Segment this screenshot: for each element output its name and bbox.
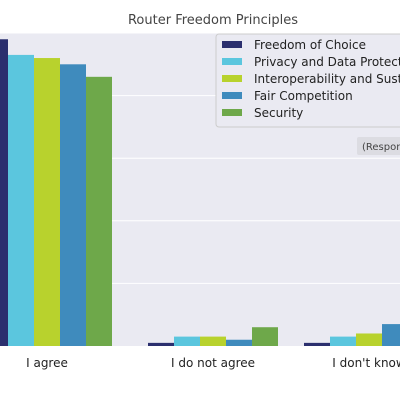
legend-swatch-4 <box>222 92 242 99</box>
response-note-text: (Respon <box>362 142 400 153</box>
bar-s2-c2 <box>174 336 200 346</box>
x-tick-label-2: I do not agree <box>171 356 255 370</box>
legend: Freedom of Choice Privacy and Data Protec… <box>215 33 400 128</box>
legend-label-5: Security <box>254 106 303 120</box>
bar-s5-c1 <box>86 76 112 346</box>
bar-s1-c1 <box>0 39 8 346</box>
bar-s1-c3 <box>304 342 330 346</box>
bar-s4-c1 <box>60 64 86 347</box>
bar-s3-c1 <box>34 58 60 346</box>
legend-swatch-1 <box>222 41 242 48</box>
x-tick-label-3: I don't know <box>332 356 400 370</box>
chart-title: Router Freedom Principles <box>128 13 298 28</box>
response-note-box <box>357 137 400 155</box>
bar-s2-c1 <box>8 54 34 346</box>
legend-swatch-3 <box>222 75 242 82</box>
bar-s4-c3 <box>382 324 400 346</box>
bar-s5-c2 <box>252 327 278 346</box>
legend-box <box>215 33 400 128</box>
response-note: (Respon <box>357 137 400 155</box>
bar-s3-c3 <box>356 333 382 346</box>
bars <box>0 39 400 347</box>
bar-s1-c2 <box>148 342 174 346</box>
legend-label-1: Freedom of Choice <box>254 38 366 52</box>
x-tick-label-1: I agree <box>26 356 68 370</box>
legend-label-4: Fair Competition <box>254 89 353 103</box>
legend-label-3: Interoperability and Sustainability <box>254 72 400 86</box>
bar-s2-c3 <box>330 336 356 346</box>
legend-swatch-2 <box>222 58 242 65</box>
bar-s3-c2 <box>200 336 226 346</box>
legend-label-2: Privacy and Data Protection <box>254 55 400 69</box>
x-tick-labels: I agree I do not agree I don't know <box>26 356 400 370</box>
legend-swatch-5 <box>222 109 242 116</box>
bar-s4-c2 <box>226 339 252 346</box>
